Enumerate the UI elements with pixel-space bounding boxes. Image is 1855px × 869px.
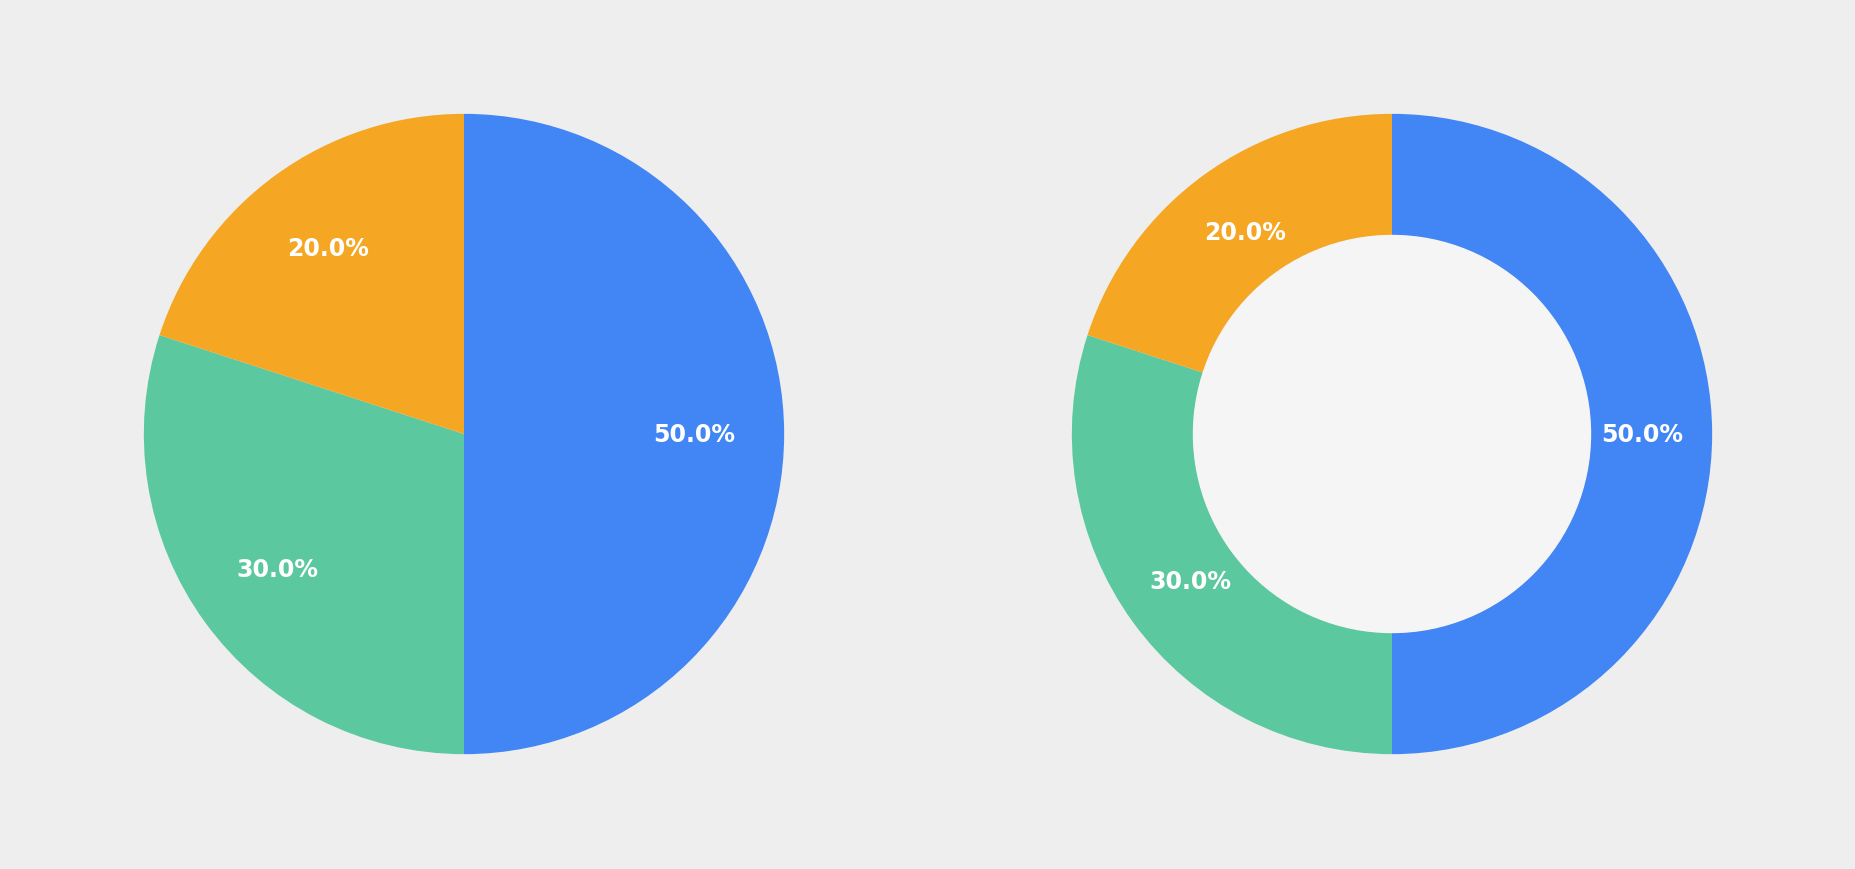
Text: 20.0%: 20.0% xyxy=(1204,221,1286,245)
Text: 50.0%: 50.0% xyxy=(1599,422,1682,447)
Circle shape xyxy=(1193,236,1590,633)
Wedge shape xyxy=(1391,115,1712,754)
Wedge shape xyxy=(1087,115,1391,373)
Wedge shape xyxy=(464,115,783,754)
Text: 20.0%: 20.0% xyxy=(288,236,369,260)
Wedge shape xyxy=(145,335,464,754)
Text: 30.0%: 30.0% xyxy=(1148,569,1230,594)
Wedge shape xyxy=(1072,335,1391,754)
Wedge shape xyxy=(160,115,464,434)
Text: 50.0%: 50.0% xyxy=(653,422,735,447)
Text: 30.0%: 30.0% xyxy=(236,558,319,582)
